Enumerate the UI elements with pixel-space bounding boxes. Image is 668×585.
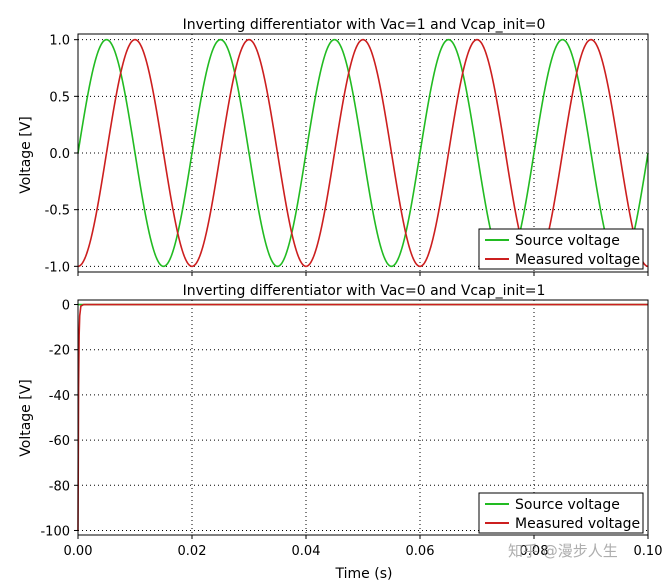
chart-1-ytick-label-2: -60 xyxy=(49,434,70,449)
chart-bottom-xlabel: Time (s) xyxy=(335,566,393,582)
chart-0-series-source-line xyxy=(77,38,649,268)
watermark-text: 知乎 @漫步人生 xyxy=(508,542,618,560)
chart-top-legend-box xyxy=(478,228,644,270)
chart-1-xtick-label-5: 0.10 xyxy=(634,544,663,559)
chart-1-xtick-label-2: 0.04 xyxy=(292,544,321,559)
chart-0-ytick-label-0: -1.0 xyxy=(45,260,70,275)
chart-top-ticks: -1.0 -0.5 0.0 0.5 1.0 xyxy=(45,34,649,276)
chart-bottom-legend-measured-label: Measured voltage xyxy=(515,516,640,532)
chart-0-ytick-label-3: 0.5 xyxy=(49,90,70,105)
chart-bottom-series xyxy=(77,303,648,531)
chart-0-ytick-label-2: 0.0 xyxy=(49,147,70,162)
chart-0-series-measured-line xyxy=(77,38,649,268)
chart-1-ytick-label-5: 0 xyxy=(62,299,70,314)
chart-bottom-frame xyxy=(77,299,649,536)
chart-0-ytick-label-1: -0.5 xyxy=(45,204,70,219)
chart-top-legend-source-label: Source voltage xyxy=(515,233,620,249)
chart-top: Inverting differentiator with Vac=1 and … xyxy=(18,17,649,276)
chart-0-ytick-label-4: 1.0 xyxy=(49,34,70,49)
chart-1-xtick-label-4: 0.08 xyxy=(520,544,549,559)
chart-1-ytick-label-0: -100 xyxy=(40,524,70,539)
chart-1-xtick-label-3: 0.06 xyxy=(406,544,435,559)
chart-bottom-legend-box xyxy=(478,492,644,534)
chart-1-ytick-label-4: -20 xyxy=(49,344,70,359)
chart-top-legend-measured-label: Measured voltage xyxy=(515,252,640,268)
chart-1-series-measured-line xyxy=(77,303,648,531)
chart-bottom-legend: Source voltage Measured voltage xyxy=(478,492,644,534)
chart-top-legend: Source voltage Measured voltage xyxy=(478,228,644,270)
chart-1-ytick-label-1: -80 xyxy=(49,479,70,494)
chart-bottom-ylabel: Voltage [V] xyxy=(18,379,34,456)
chart-1-xtick-label-1: 0.02 xyxy=(178,544,207,559)
chart-bottom-legend-source-label: Source voltage xyxy=(515,497,620,513)
chart-top-title: Inverting differentiator with Vac=1 and … xyxy=(183,17,546,33)
chart-bottom: Inverting differentiator with Vac=0 and … xyxy=(18,283,662,582)
chart-1-xtick-label-0: 0.00 xyxy=(64,544,93,559)
chart-bottom-ticks: -100 -80 -60 -40 -20 0 0.00 0.02 0.04 0.06 0.08 0.1… xyxy=(40,299,662,559)
chart-top-ylabel: Voltage [V] xyxy=(18,116,34,193)
chart-1-ytick-label-3: -40 xyxy=(49,389,70,404)
chart-bottom-title: Inverting differentiator with Vac=0 and … xyxy=(183,283,546,299)
chart-top-series xyxy=(77,38,649,268)
